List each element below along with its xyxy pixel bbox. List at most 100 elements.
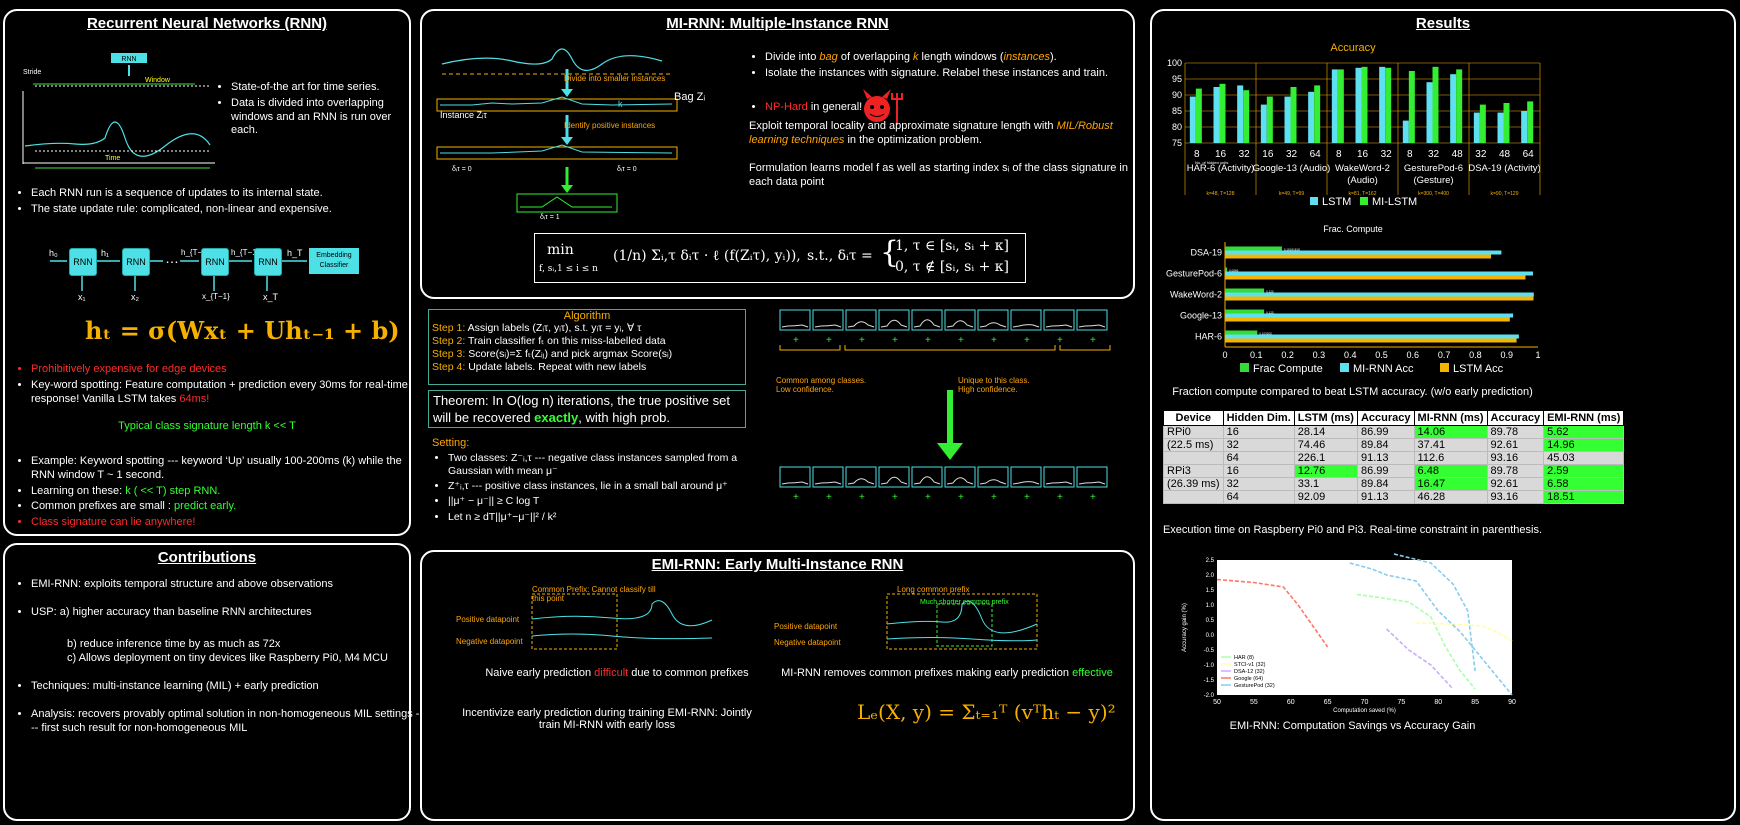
identify-label: Identify positive instances [564, 121, 656, 130]
instance-curve [1045, 481, 1073, 485]
x-tick-label: 8 [1336, 149, 1342, 160]
x-tick-label: 0.4 [1344, 350, 1357, 360]
bar-mi-lstm [1266, 96, 1273, 143]
bag-label: Bag Zᵢ [674, 91, 706, 103]
x-tick-label: 0.6 [1407, 350, 1420, 360]
contribution-sub: b) reduce inference time by as much as 7… [67, 638, 281, 650]
table-row: RPi3 16 12.76 86.99 6.48 89.78 2.59 [1163, 464, 1625, 478]
table-cell: 64 [1222, 490, 1295, 504]
mirnn-para-2: Formulation learns model f as well as st… [749, 162, 1128, 189]
rnn-bullets-2: Each RNN run is a sequence of updates to… [15, 187, 421, 219]
table-cell: 89.84 [1356, 477, 1415, 491]
instance-box [1010, 466, 1042, 488]
table-cell [1163, 451, 1224, 465]
rnn-cell: RNN [69, 248, 97, 276]
instance-curve [781, 324, 809, 328]
table-cell: 74.46 [1293, 438, 1358, 452]
rnn-bullet: Class signature can lie anywhere! [31, 516, 421, 530]
table-cell: 86.99 [1356, 425, 1415, 439]
setting-label: Setting: [432, 437, 470, 449]
bar-mi-lstm [1479, 104, 1486, 143]
group-label: Google-13 (Audio) [1253, 163, 1331, 174]
instance-box [779, 466, 811, 488]
setting-item: Two classes: Z⁻ᵢ,τ --- negative class in… [448, 452, 768, 478]
y-tick-label: 90 [1172, 90, 1182, 100]
instance-curve [1045, 324, 1073, 328]
emi-caption-1: Naive early prediction difficult due to … [485, 667, 749, 679]
bar-mi-lstm [1361, 66, 1368, 143]
x-tick-label: 90 [1508, 699, 1516, 706]
typical-length: Typical class signature length k << T [118, 420, 296, 432]
table-row: (26.39 ms) 32 33.1 89.84 16.47 92.61 6.58 [1163, 477, 1625, 491]
setting-item: ||μ⁺ − μ⁻|| ≥ C log T [448, 495, 768, 508]
table-header: Device [1163, 410, 1224, 426]
setting-item: Let n ≥ dT||μ⁺−μ⁻||² / k² [448, 511, 768, 524]
bar-lstm-acc [1225, 317, 1510, 322]
x-tick-label: 64 [1523, 149, 1535, 160]
instance-box [1043, 466, 1075, 488]
bar-frac-compute [1225, 309, 1265, 314]
algorithm-box: Algorithm Step 1: Assign labels (Zᵢτ, yᵢ… [428, 309, 746, 385]
y-tick-label: 100 [1167, 58, 1182, 68]
rnn-fig-window: Window [145, 77, 171, 84]
bar-mi-lstm [1385, 67, 1392, 143]
group-sub: k=81, T=162 [1349, 191, 1377, 197]
bar-lstm [1331, 69, 1338, 143]
table-cell: (22.5 ms) [1163, 438, 1224, 452]
x-tick-label: 0 [1222, 350, 1227, 360]
gain-caption: EMI-RNN: Computation Savings vs Accuracy… [1229, 720, 1476, 732]
table-cell: 93.16 [1486, 451, 1545, 465]
table-cell: 6.58 [1543, 477, 1625, 491]
bar-lstm-acc [1225, 296, 1534, 301]
y-tick-label: -0.5 [1204, 648, 1215, 654]
chain-xT: x_T [263, 292, 279, 302]
instance-curve [1012, 481, 1040, 485]
plus-sign: + [991, 492, 997, 503]
table-cell: 6.48 [1413, 464, 1488, 478]
table-cell: 18.51 [1543, 490, 1625, 504]
x-tick-label: 75 [1397, 699, 1405, 706]
table-cell: 16 [1222, 464, 1295, 478]
instance-box [845, 309, 877, 331]
y-tick-label: 1.0 [1206, 603, 1215, 609]
legend-label: HAR (8) [1234, 655, 1254, 661]
emi-caption-2: MI-RNN removes common prefixes making ea… [781, 667, 1113, 679]
data-label: 0.125 [1266, 311, 1274, 315]
series-line [1357, 593, 1476, 690]
bar-lstm [1308, 91, 1315, 143]
y-tick-label: Google-13 [1180, 311, 1222, 321]
y-tick-label: 0.5 [1206, 618, 1215, 624]
table-cell [1163, 490, 1224, 504]
bar-frac-compute [1225, 330, 1258, 335]
x-tick-label: 48 [1499, 149, 1511, 160]
delta1-label: δᵢτ = 1 [540, 214, 560, 221]
bar-mi-lstm [1432, 66, 1439, 143]
chain-x1: x₁ [78, 292, 86, 302]
y-tick-label: 2.5 [1206, 558, 1215, 564]
rnn-fig-time: Time [105, 155, 120, 162]
contribution-item: USP: a) higher accuracy than baseline RN… [31, 606, 421, 620]
short-prefix-label: Much shorter common prefix [920, 599, 1009, 606]
bar-mi-lstm [1408, 71, 1415, 143]
x-tick-label: 8 [1194, 149, 1200, 160]
plus-sign: + [1090, 492, 1096, 503]
table-header: Accuracy [1486, 410, 1545, 426]
instance-curve [814, 324, 842, 328]
bar-mi-lstm [1243, 90, 1250, 143]
plus-sign: + [892, 335, 898, 346]
instance-curve [913, 476, 941, 485]
rnn-fig-stride: Stride [23, 69, 41, 76]
y-tick-label: 2.0 [1206, 573, 1215, 579]
accuracy-chart: Accuracy 75 80 85 90 95 100 8 16 32 HAR-6 (Activit… [1167, 42, 1541, 208]
algo-step: Step 2: Train classifier fₜ on this miss… [432, 335, 666, 348]
table-cell: RPi3 [1163, 464, 1224, 478]
instances-figure: + + + + + + + + + + + + + + + + + + + + [779, 309, 1111, 503]
instance-curve [946, 320, 974, 328]
x-tick-label: 1 [1535, 350, 1540, 360]
contributions-panel: Contributions EMI-RNN: exploits temporal… [3, 543, 419, 821]
instance-curve [880, 319, 908, 328]
x-tick-label: 32 [1428, 149, 1440, 160]
rnn-cell: RNN [122, 248, 150, 276]
bar-lstm [1284, 96, 1291, 143]
data-label: 0.18181818 [1284, 248, 1300, 252]
